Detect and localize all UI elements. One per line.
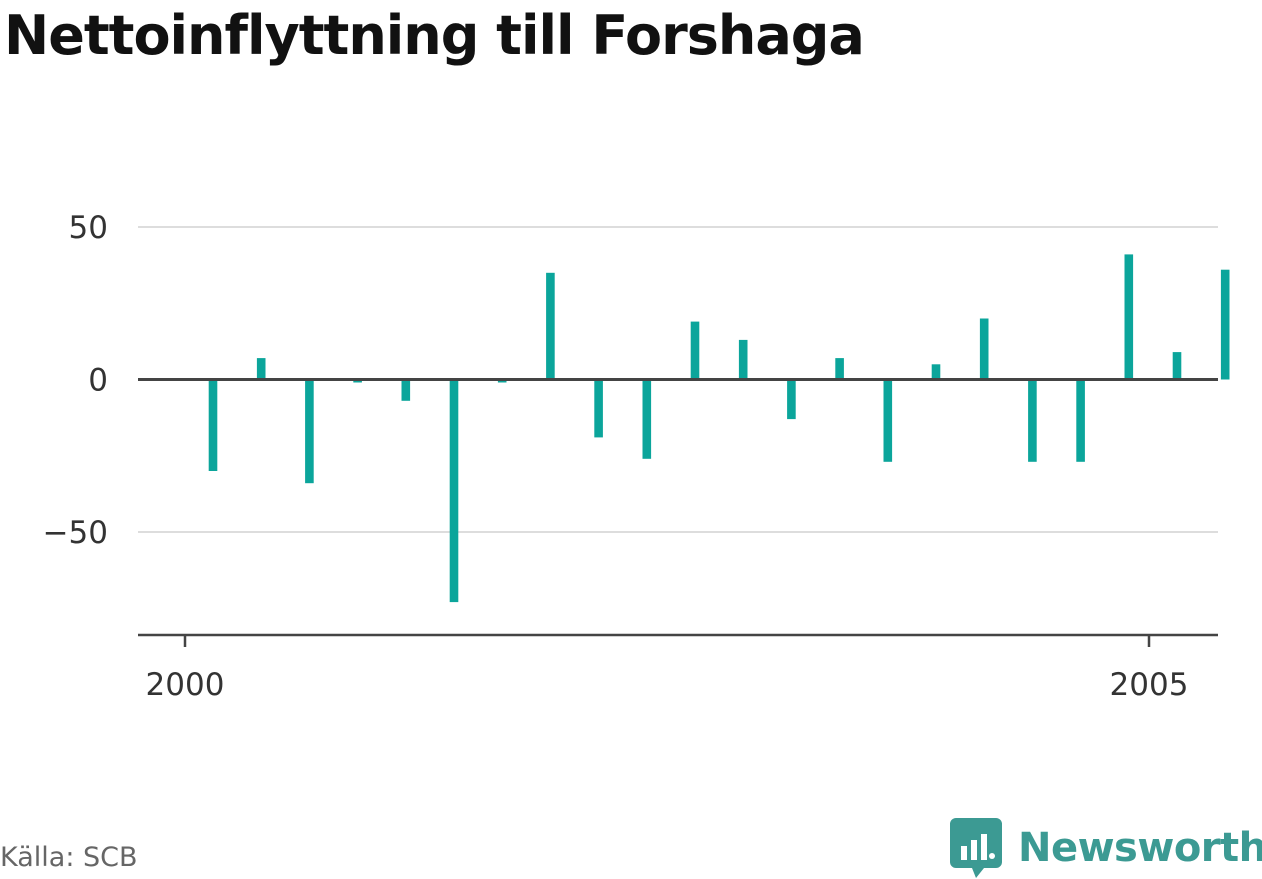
bar <box>690 321 700 380</box>
chart-title: Nettoinflyttning till Forshaga <box>4 4 865 67</box>
bar <box>787 379 796 420</box>
bar <box>546 272 555 380</box>
bar <box>738 339 748 380</box>
y-tick-label: 0 <box>88 363 108 399</box>
bar <box>979 318 989 380</box>
axes <box>138 378 1218 647</box>
y-tick-label: −50 <box>43 515 108 551</box>
gridlines <box>138 226 1218 533</box>
bar <box>449 379 459 603</box>
x-tick-label: 2000 <box>146 667 225 703</box>
bar <box>1172 352 1182 380</box>
bar <box>1076 379 1085 462</box>
bar <box>642 379 652 459</box>
brand-name: Newsworthy <box>1018 825 1262 871</box>
bar <box>931 364 941 380</box>
x-tick-label: 2005 <box>1110 667 1189 703</box>
bar <box>1220 269 1230 380</box>
bar <box>401 379 411 401</box>
bar <box>835 358 844 380</box>
bar <box>594 379 603 438</box>
bar <box>208 379 218 471</box>
source-note: Källa: SCB <box>0 842 138 873</box>
y-tick-label: 50 <box>69 210 108 246</box>
bar <box>1124 254 1134 380</box>
brand-logo[interactable]: Newsworthy <box>950 818 1262 878</box>
bar <box>305 379 314 484</box>
newsworthy-logo-icon <box>950 818 1002 878</box>
tick-labels: 500−50200020052010201520202025 <box>43 210 1189 703</box>
bar <box>1028 379 1037 462</box>
bar <box>256 358 266 380</box>
bar <box>883 379 893 462</box>
bars <box>208 254 1230 603</box>
